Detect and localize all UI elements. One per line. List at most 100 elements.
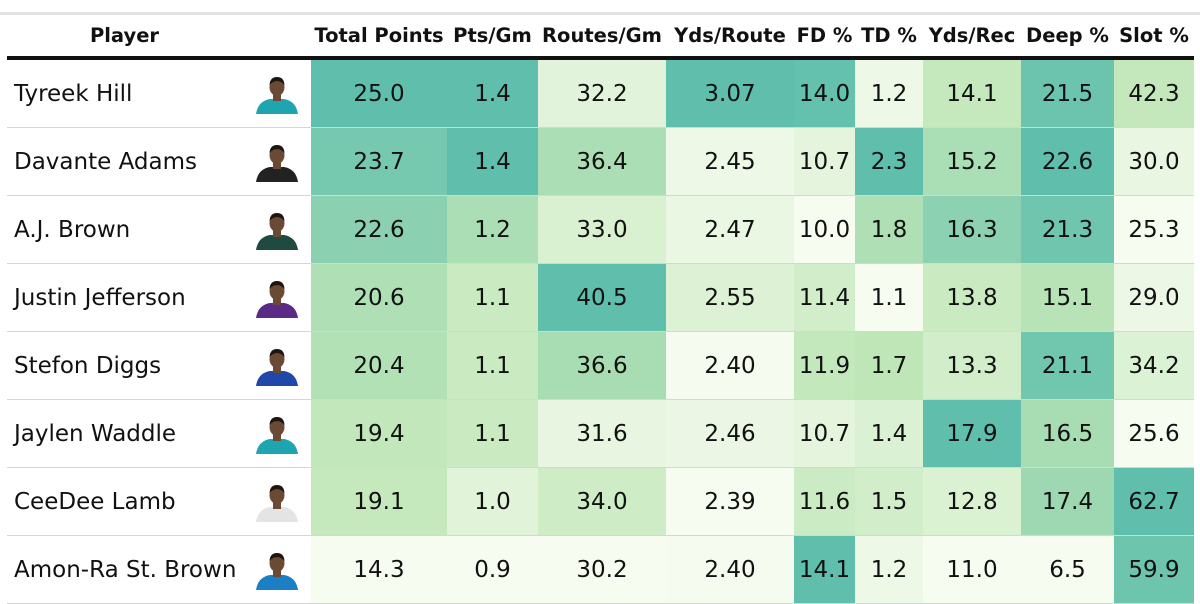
player-photo-cell [242,263,311,332]
stat-cell: 10.0 [794,195,855,264]
stat-cell: 12.8 [923,467,1021,536]
stat-cell: 10.7 [794,127,855,196]
stat-cell: 2.47 [666,195,794,264]
table-row: Tyreek Hill 25.0 1.4 32.2 3.07 14.0 1.2 14.1 21.… [7,58,1194,128]
player-photo-cell [242,127,311,196]
player-headshot-icon [255,348,298,386]
stat-cell: 2.45 [666,127,794,196]
stat-cell: 13.8 [923,263,1021,332]
stat-cell: 20.4 [311,331,447,400]
table-row: A.J. Brown 22.6 1.2 33.0 2.47 10.0 1.8 16.3 21.3… [7,195,1194,264]
stat-cell: 25.0 [311,58,447,128]
stat-cell: 0.9 [447,535,538,604]
player-headshot-icon [255,280,298,318]
player-photo-cell [242,58,311,128]
column-header: Routes/Gm [538,15,666,60]
receiver-stats-table: Player Total Points Pts/Gm Routes/Gm Yds/Rou… [7,15,1194,604]
table-row: Justin Jefferson 20.6 1.1 40.5 2.55 11.4 1.1 13… [7,263,1194,332]
stat-cell: 30.0 [1114,127,1194,196]
stat-cell: 11.4 [794,263,855,332]
table-row: Davante Adams 23.7 1.4 36.4 2.45 10.7 2.3 15.2 2… [7,127,1194,196]
player-photo-cell [242,399,311,468]
player-photo-cell [242,467,311,536]
player-photo-cell [242,195,311,264]
table-body: Tyreek Hill 25.0 1.4 32.2 3.07 14.0 1.2 14.1 21.… [7,58,1194,604]
stat-cell: 14.0 [794,58,855,128]
column-header: Slot % [1114,15,1194,60]
player-headshot-icon [255,212,298,250]
player-photo-cell [242,331,311,400]
stat-cell: 23.7 [311,127,447,196]
stat-cell: 21.1 [1021,331,1114,400]
stat-cell: 2.40 [666,535,794,604]
column-header-photo [242,15,311,60]
player-name: Amon-Ra St. Brown [7,535,242,604]
top-rule [0,12,1200,15]
player-name: A.J. Brown [7,195,242,264]
player-name: CeeDee Lamb [7,467,242,536]
stat-cell: 17.9 [923,399,1021,468]
stat-cell: 10.7 [794,399,855,468]
stat-cell: 34.2 [1114,331,1194,400]
stat-cell: 1.5 [855,467,923,536]
stat-cell: 22.6 [311,195,447,264]
player-headshot-icon [255,484,298,522]
stat-cell: 1.4 [855,399,923,468]
column-header: TD % [855,15,923,60]
stat-cell: 11.6 [794,467,855,536]
stat-cell: 1.1 [855,263,923,332]
stat-cell: 16.5 [1021,399,1114,468]
table-row: Stefon Diggs 20.4 1.1 36.6 2.40 11.9 1.7 13.3 21… [7,331,1194,400]
column-header: Pts/Gm [447,15,538,60]
stat-cell: 2.46 [666,399,794,468]
stat-cell: 34.0 [538,467,666,536]
stat-cell: 1.2 [855,535,923,604]
stat-cell: 19.4 [311,399,447,468]
stat-cell: 19.1 [311,467,447,536]
stat-cell: 2.3 [855,127,923,196]
player-headshot-icon [255,144,298,182]
table-row: Amon-Ra St. Brown 14.3 0.9 30.2 2.40 14.1 1.2 1… [7,535,1194,604]
column-header: FD % [794,15,855,60]
stat-cell: 14.3 [311,535,447,604]
stat-cell: 1.0 [447,467,538,536]
header-row: Player Total Points Pts/Gm Routes/Gm Yds/Rou… [7,15,1194,60]
stat-cell: 3.07 [666,58,794,128]
stat-cell: 1.8 [855,195,923,264]
stat-cell: 25.6 [1114,399,1194,468]
player-photo-cell [242,535,311,604]
stat-cell: 20.6 [311,263,447,332]
stat-cell: 1.2 [447,195,538,264]
stat-cell: 1.2 [855,58,923,128]
stat-cell: 42.3 [1114,58,1194,128]
stat-cell: 62.7 [1114,467,1194,536]
stat-cell: 15.2 [923,127,1021,196]
player-headshot-icon [255,552,298,590]
player-headshot-icon [255,416,298,454]
column-header: Total Points [311,15,447,60]
table-row: Jaylen Waddle 19.4 1.1 31.6 2.46 10.7 1.4 17.9 1… [7,399,1194,468]
stat-cell: 2.55 [666,263,794,332]
stat-cell: 31.6 [538,399,666,468]
table-row: CeeDee Lamb 19.1 1.0 34.0 2.39 11.6 1.5 12.8 17.… [7,467,1194,536]
stat-cell: 1.4 [447,127,538,196]
stat-cell: 40.5 [538,263,666,332]
stat-cell: 22.6 [1021,127,1114,196]
stat-cell: 36.6 [538,331,666,400]
stat-cell: 6.5 [1021,535,1114,604]
stat-cell: 1.4 [447,58,538,128]
stat-cell: 1.7 [855,331,923,400]
stat-cell: 29.0 [1114,263,1194,332]
stat-cell: 1.1 [447,331,538,400]
stat-cell: 32.2 [538,58,666,128]
player-name: Stefon Diggs [7,331,242,400]
column-header: Deep % [1021,15,1114,60]
player-headshot-icon [255,76,298,114]
stat-cell: 30.2 [538,535,666,604]
stat-cell: 33.0 [538,195,666,264]
player-name: Jaylen Waddle [7,399,242,468]
player-name: Justin Jefferson [7,263,242,332]
stat-cell: 11.9 [794,331,855,400]
stat-cell: 59.9 [1114,535,1194,604]
